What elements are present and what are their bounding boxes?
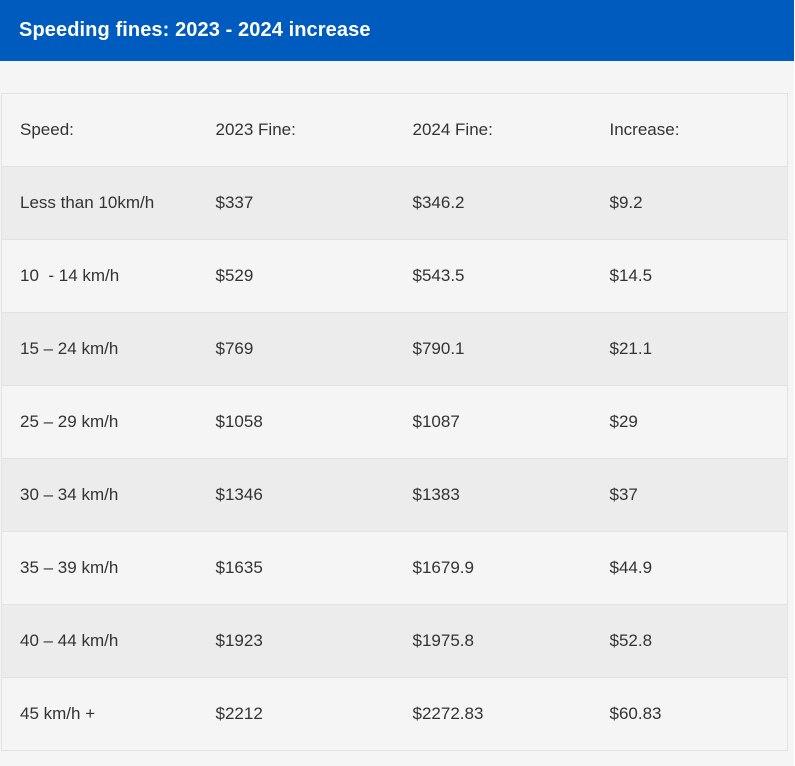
table-row: 45 km/h + $2212 $2272.83 $60.83	[1, 677, 788, 751]
cell-increase: $44.9	[591, 531, 788, 605]
cell-2024-fine: $2272.83	[394, 677, 592, 751]
cell-speed: 30 – 34 km/h	[1, 458, 198, 532]
cell-increase: $37	[591, 458, 788, 532]
cell-2023-fine: $529	[197, 239, 395, 313]
panel-title: Speeding fines: 2023 - 2024 increase	[19, 19, 371, 41]
cell-2024-fine: $1383	[394, 458, 592, 532]
table-header-row: Speed: 2023 Fine: 2024 Fine: Increase:	[1, 93, 788, 167]
table-row: 35 – 39 km/h $1635 $1679.9 $44.9	[1, 531, 788, 605]
table-row: 10 - 14 km/h $529 $543.5 $14.5	[1, 239, 788, 313]
table-row: 30 – 34 km/h $1346 $1383 $37	[1, 458, 788, 532]
panel-header: Speeding fines: 2023 - 2024 increase	[0, 0, 794, 61]
cell-2023-fine: $337	[197, 166, 395, 240]
header-increase: Increase:	[591, 93, 788, 167]
cell-increase: $9.2	[591, 166, 788, 240]
cell-speed: 10 - 14 km/h	[1, 239, 198, 313]
cell-2024-fine: $543.5	[394, 239, 592, 313]
header-2024-fine: 2024 Fine:	[394, 93, 592, 167]
cell-increase: $52.8	[591, 604, 788, 678]
cell-speed: 35 – 39 km/h	[1, 531, 198, 605]
table-row: 25 – 29 km/h $1058 $1087 $29	[1, 385, 788, 459]
cell-speed: 45 km/h +	[1, 677, 198, 751]
table-row: Less than 10km/h $337 $346.2 $9.2	[1, 166, 788, 240]
cell-2024-fine: $1679.9	[394, 531, 592, 605]
fines-table-wrapper: Speed: 2023 Fine: 2024 Fine: Increase: L…	[1, 93, 788, 751]
cell-speed: 25 – 29 km/h	[1, 385, 198, 459]
cell-2023-fine: $1346	[197, 458, 395, 532]
table-row: 40 – 44 km/h $1923 $1975.8 $52.8	[1, 604, 788, 678]
cell-2023-fine: $1923	[197, 604, 395, 678]
cell-increase: $60.83	[591, 677, 788, 751]
cell-2024-fine: $1087	[394, 385, 592, 459]
cell-speed: Less than 10km/h	[1, 166, 198, 240]
cell-2024-fine: $1975.8	[394, 604, 592, 678]
cell-2023-fine: $1635	[197, 531, 395, 605]
cell-2023-fine: $769	[197, 312, 395, 386]
cell-increase: $21.1	[591, 312, 788, 386]
header-speed: Speed:	[1, 93, 198, 167]
cell-2024-fine: $346.2	[394, 166, 592, 240]
cell-speed: 40 – 44 km/h	[1, 604, 198, 678]
cell-2023-fine: $2212	[197, 677, 395, 751]
header-2023-fine: 2023 Fine:	[197, 93, 395, 167]
fines-table: Speed: 2023 Fine: 2024 Fine: Increase: L…	[1, 93, 788, 751]
cell-2023-fine: $1058	[197, 385, 395, 459]
cell-2024-fine: $790.1	[394, 312, 592, 386]
cell-increase: $14.5	[591, 239, 788, 313]
cell-increase: $29	[591, 385, 788, 459]
cell-speed: 15 – 24 km/h	[1, 312, 198, 386]
table-row: 15 – 24 km/h $769 $790.1 $21.1	[1, 312, 788, 386]
